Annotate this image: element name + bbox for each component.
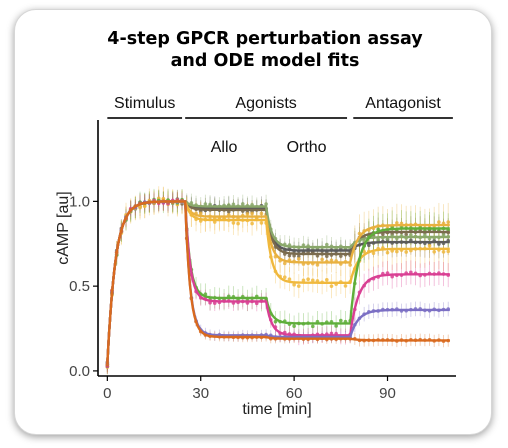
data-point xyxy=(325,278,329,282)
data-point xyxy=(320,257,324,262)
data-point xyxy=(362,249,366,254)
y-axis-label: cAMP [au] xyxy=(55,191,72,265)
data-point xyxy=(404,232,408,237)
model-fit-lines xyxy=(106,200,450,365)
data-point xyxy=(329,284,334,288)
data-point xyxy=(296,284,301,288)
model-fit-line xyxy=(106,200,450,365)
data-point xyxy=(315,263,320,267)
data-point xyxy=(250,221,254,226)
data-point xyxy=(259,221,264,225)
data-point xyxy=(334,324,338,328)
phase-label: Antagonist xyxy=(365,95,441,112)
data-point xyxy=(296,254,301,259)
data-point xyxy=(446,249,451,254)
data-point xyxy=(231,202,236,207)
data-point xyxy=(301,278,306,283)
y-tick-label: 0.5 xyxy=(69,278,90,295)
data-point xyxy=(376,237,380,242)
data-point xyxy=(292,253,296,258)
data-point xyxy=(395,249,399,254)
y-tick-label: 1.0 xyxy=(69,193,90,210)
data-point xyxy=(287,277,292,281)
sub-phase-label: Allo xyxy=(211,139,238,156)
data-points xyxy=(105,196,451,369)
data-point xyxy=(385,250,390,255)
data-point xyxy=(240,202,245,206)
figure-card xyxy=(14,9,492,435)
x-axis-label: time [min] xyxy=(242,401,311,418)
x-tick-label: 90 xyxy=(379,385,396,402)
sub-phase-label: Ortho xyxy=(287,139,327,156)
data-point xyxy=(339,318,343,323)
phase-label: Agonists xyxy=(235,95,296,112)
x-tick-label: 0 xyxy=(103,385,111,402)
chart-title: 4-step GPCR perturbation assay and ODE m… xyxy=(60,28,470,72)
data-point xyxy=(292,324,296,328)
data-point xyxy=(142,204,147,208)
data-point xyxy=(231,221,236,225)
data-point xyxy=(446,220,451,224)
data-point xyxy=(245,212,250,216)
data-point xyxy=(371,251,376,256)
data-point xyxy=(339,254,343,258)
data-point xyxy=(367,243,371,248)
data-point xyxy=(250,211,254,216)
data-point xyxy=(306,277,310,281)
axes xyxy=(97,120,456,377)
data-point xyxy=(325,254,329,259)
chart-title-line-2: and ODE model fits xyxy=(170,51,360,71)
data-point xyxy=(311,324,315,329)
phase-label: Stimulus xyxy=(114,95,175,112)
data-point xyxy=(343,284,348,288)
data-point xyxy=(296,257,301,261)
data-point xyxy=(264,202,268,206)
tick-labels: 0 30 60 90 0.0 0.5 1.0 xyxy=(69,193,396,402)
error-bars xyxy=(106,186,449,375)
data-point xyxy=(441,250,446,254)
data-point xyxy=(311,278,315,283)
data-point xyxy=(348,263,352,267)
data-point xyxy=(432,249,437,254)
data-point xyxy=(325,242,329,247)
data-point xyxy=(259,211,264,216)
data-point xyxy=(437,220,441,224)
data-point xyxy=(236,221,240,226)
data-point xyxy=(427,243,432,248)
data-point xyxy=(292,282,296,287)
x-tick-label: 30 xyxy=(192,385,209,402)
data-point xyxy=(198,211,203,216)
chart-title-line-1: 4-step GPCR perturbation assay xyxy=(107,29,423,49)
phase-annotations: Stimulus Agonists Antagonist Allo Ortho xyxy=(107,95,453,156)
y-tick-label: 0.0 xyxy=(69,363,90,380)
data-point xyxy=(282,261,287,266)
data-point xyxy=(404,250,408,254)
data-point xyxy=(203,202,208,206)
data-point xyxy=(287,253,292,258)
data-point xyxy=(282,275,287,280)
x-tick-label: 60 xyxy=(286,385,303,402)
data-point xyxy=(395,221,399,225)
